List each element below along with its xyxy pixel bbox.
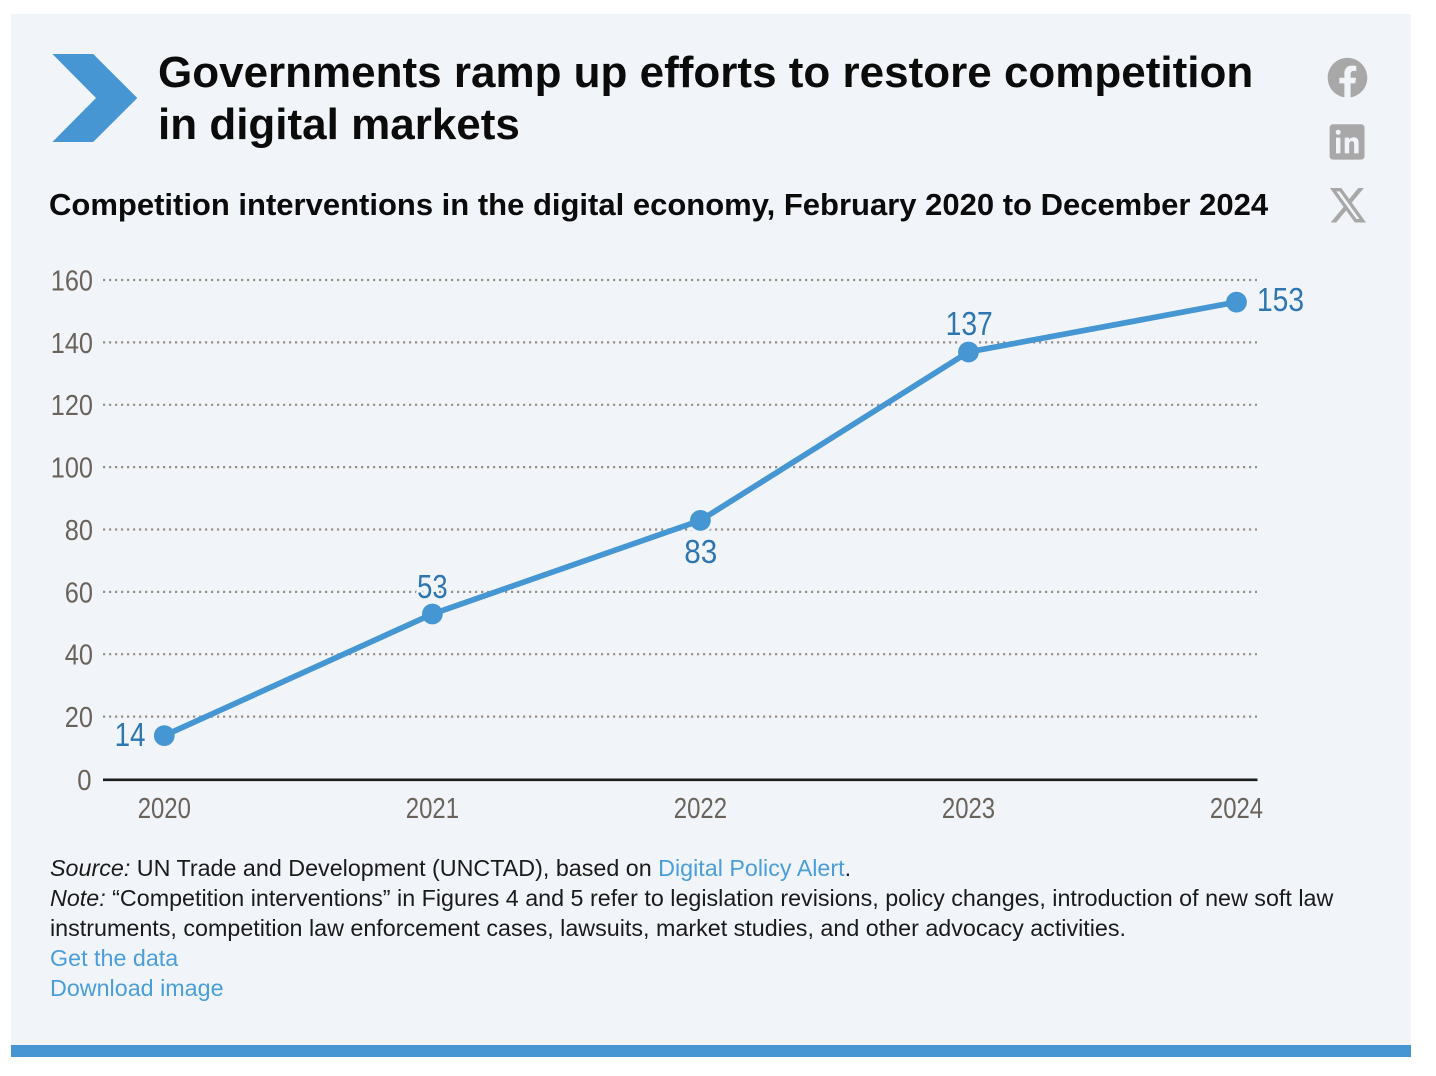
svg-text:153: 153 xyxy=(1257,281,1304,318)
svg-text:2022: 2022 xyxy=(674,793,727,825)
svg-text:0: 0 xyxy=(77,765,91,797)
svg-text:20: 20 xyxy=(65,702,93,734)
svg-text:83: 83 xyxy=(684,533,717,570)
svg-text:120: 120 xyxy=(51,390,93,422)
svg-text:40: 40 xyxy=(65,640,93,672)
svg-text:2021: 2021 xyxy=(406,793,459,825)
svg-text:100: 100 xyxy=(51,453,93,485)
svg-text:14: 14 xyxy=(115,716,146,753)
svg-text:160: 160 xyxy=(51,265,93,297)
svg-text:53: 53 xyxy=(417,568,448,605)
svg-text:80: 80 xyxy=(65,515,93,547)
svg-text:137: 137 xyxy=(946,305,993,342)
svg-text:2020: 2020 xyxy=(138,793,191,825)
svg-text:140: 140 xyxy=(51,328,93,360)
svg-text:2024: 2024 xyxy=(1210,793,1263,825)
svg-text:2023: 2023 xyxy=(942,793,995,825)
svg-text:60: 60 xyxy=(65,577,93,609)
